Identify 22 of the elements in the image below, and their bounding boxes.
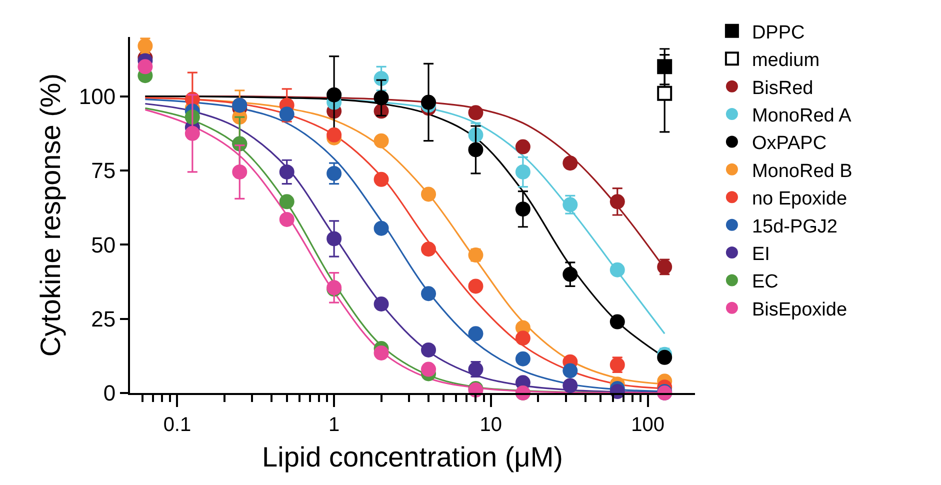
legend-label: MonoRed A: [752, 105, 852, 126]
x-tick-label: 0.1: [163, 414, 192, 436]
legend-label: EI: [752, 244, 770, 265]
y-tick-label: 75: [91, 158, 116, 184]
legend-label: BisRed: [752, 78, 814, 99]
legend-label: DPPC: [752, 22, 805, 44]
x-tick-label: 1: [328, 414, 340, 436]
x-axis-title: Lipid concentration (μM): [262, 442, 563, 473]
x-tick-label: 100: [631, 414, 664, 436]
legend-label: BisEpoxide: [752, 299, 848, 320]
y-tick-label: 50: [91, 232, 116, 258]
y-tick-label: 100: [78, 84, 116, 110]
legend-label: OxPAPC: [752, 133, 827, 154]
legend-label: no Epoxide: [752, 188, 848, 210]
legend-label: MonoRed B: [752, 160, 852, 182]
legend-label: 15d-PGJ2: [752, 216, 838, 238]
legend-label: EC: [752, 272, 778, 293]
x-tick-label: 10: [480, 414, 502, 436]
legend-label: medium: [752, 50, 820, 72]
y-axis-title: Cytokine response (%): [35, 73, 66, 357]
y-tick-label: 25: [91, 306, 116, 332]
y-tick-label: 0: [103, 380, 116, 406]
